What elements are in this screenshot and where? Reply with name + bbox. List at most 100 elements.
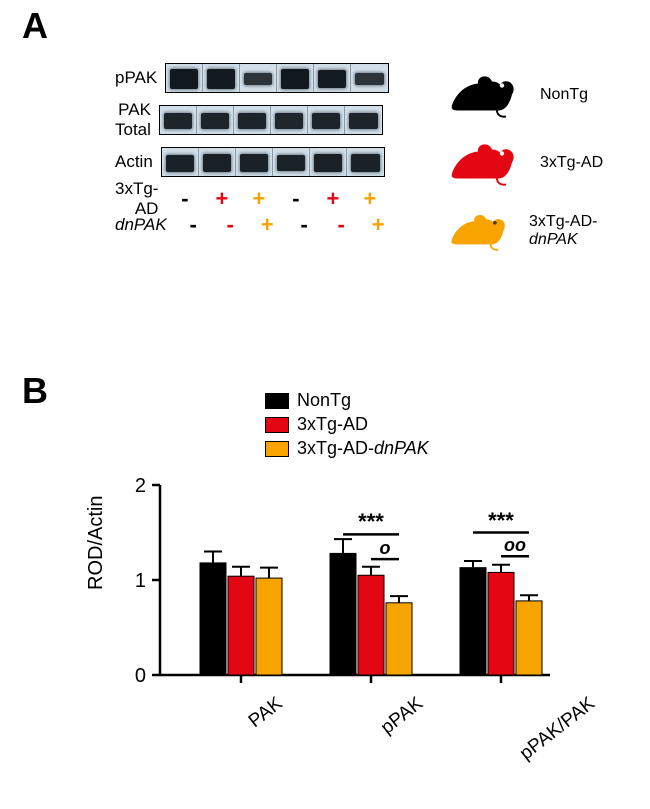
blot-lane [162,148,199,176]
blot-band [275,113,303,129]
blot-strip [161,147,385,177]
blot-lane [271,106,308,134]
bar [228,576,254,675]
blot-band [240,154,268,171]
blot-band [351,154,380,171]
significance-label: *** [473,508,529,534]
bar [330,553,356,675]
bar [516,601,542,675]
blot-lane [277,64,314,92]
sign-cells: -++-++ [166,186,388,212]
blot-lane [314,64,351,92]
legend-label: 3xTg-AD-dnPAK [297,438,429,459]
mouse-legend-label: 3xTg-AD-dnPAK [529,213,630,249]
sign-cell: - [323,212,360,238]
blot-lane [160,106,197,134]
bar [386,603,412,675]
blot-band [203,154,231,171]
blot-band [355,73,384,85]
blot-band [201,113,229,129]
x-tick-label: pPAK/PAK [516,693,600,765]
significance-label: oo [501,535,529,556]
mouse-legend-row: 3xTg-AD-dnPAK [450,206,630,256]
blot-lane [197,106,234,134]
blot-lane [240,64,277,92]
blot-lane [345,106,382,134]
legend-swatch [265,393,289,409]
sign-row: 3xTg-AD-++-++ [115,186,375,212]
blot-row: pPAK [115,60,375,96]
blot-lane [236,148,273,176]
blot-band [277,155,305,172]
sign-row-label: 3xTg-AD [115,179,166,219]
legend-label: 3xTg-AD [297,414,368,435]
sign-cell: + [240,186,277,212]
sign-cells: --+--+ [175,212,397,238]
blot-band [238,113,266,129]
blot-lane [234,106,271,134]
blot-lane [199,148,236,176]
blot-band [164,113,192,129]
blot-band [281,69,309,88]
mouse-legend-label: NonTg [540,86,588,104]
panel-b: B NonTg3xTg-AD3xTg-AD-dnPAK ROD/Actin 01… [30,380,630,790]
western-blot-area: pPAKPAK TotalActin3xTg-AD-++-++dnPAK--+-… [115,60,375,238]
blot-lane [203,64,240,92]
bar [488,572,514,675]
legend-item: 3xTg-AD [265,414,429,435]
blot-lane [347,148,384,176]
blot-strip [159,105,383,135]
mouse-icon [450,138,530,188]
mice-legend: NonTg 3xTg-AD 3xTg-AD-dnPAK [450,70,630,274]
y-tick-label: 2 [135,475,146,497]
sign-row-label: dnPAK [115,215,175,235]
blot-strip [165,63,389,93]
bar [460,568,486,675]
sign-cell: - [212,212,249,238]
sign-cell: - [277,186,314,212]
legend-label: NonTg [297,390,351,411]
sign-cell: + [203,186,240,212]
panel-a: A pPAKPAK TotalActin3xTg-AD-++-++dnPAK--… [30,20,630,350]
mouse-legend-row: NonTg [450,70,630,120]
blot-label: PAK Total [115,100,159,140]
blot-band [314,154,342,171]
blot-label: Actin [115,152,161,172]
blot-band [312,113,340,130]
legend-item: 3xTg-AD-dnPAK [265,438,429,459]
y-tick-label: 0 [135,665,146,687]
blot-lane [166,64,203,92]
panel-b-label: B [22,370,48,412]
blot-band [244,73,272,85]
sign-cell: + [249,212,286,238]
sign-cell: + [360,212,397,238]
legend-swatch [265,417,289,433]
blot-row: PAK Total [115,102,375,138]
sign-cell: - [175,212,212,238]
blot-lane [310,148,347,176]
mouse-icon [450,206,519,256]
mouse-legend-row: 3xTg-AD [450,138,630,188]
legend-item: NonTg [265,390,429,411]
x-tick-label: pPAK [377,693,428,739]
blot-label: pPAK [115,68,165,88]
blot-band [207,69,235,88]
x-tick-label: PAK [245,693,287,733]
blot-lane [273,148,310,176]
blot-band [349,113,378,129]
sign-cell: - [286,212,323,238]
blot-band [166,155,194,172]
bar [200,563,226,675]
blot-row: Actin [115,144,375,180]
mouse-legend-label: 3xTg-AD [540,154,603,172]
blot-lane [351,64,388,92]
mouse-icon [450,70,530,120]
sign-cell: + [351,186,388,212]
chart-legend: NonTg 3xTg-AD 3xTg-AD-dnPAK [265,390,429,462]
significance-label: *** [343,509,399,535]
blot-lane [308,106,345,134]
blot-band [170,69,198,88]
bar [358,575,384,675]
y-axis-label: ROD/Actin [85,496,108,590]
legend-swatch [265,441,289,457]
